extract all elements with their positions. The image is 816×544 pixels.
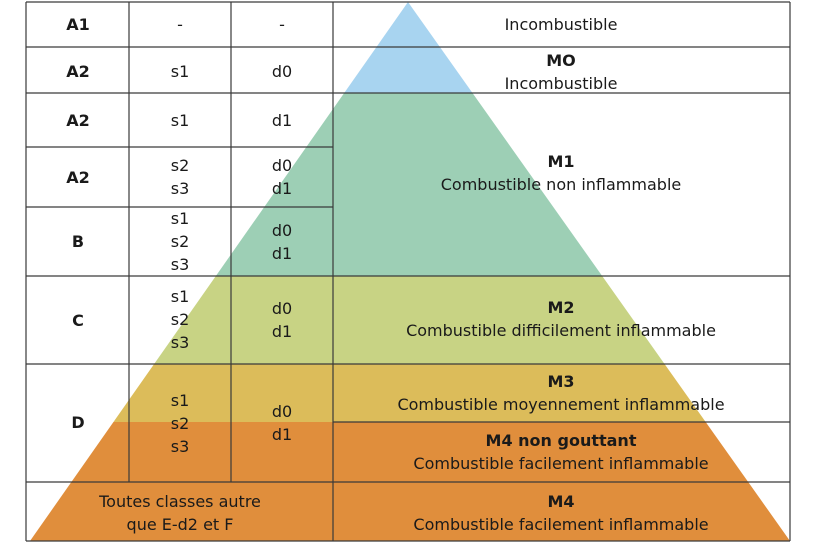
smoke-value: s1 — [171, 287, 190, 306]
smoke-value: s1 — [171, 111, 190, 130]
euro-class-label: A1 — [66, 15, 90, 34]
french-class-code: M4 non gouttant — [486, 431, 637, 450]
french-class-desc: Incombustible — [505, 74, 618, 93]
bottom-left-line: Toutes classes autre — [98, 492, 261, 511]
euro-class-label: B — [72, 232, 84, 251]
euro-class-label: A2 — [66, 168, 90, 187]
grid-lines — [25, 1, 791, 542]
french-class-desc: Combustible facilement inflammable — [413, 454, 708, 473]
drops-value: d0 — [272, 402, 292, 421]
euro-class-label: A2 — [66, 62, 90, 81]
smoke-value: s3 — [171, 179, 190, 198]
drops-value: d0 — [272, 299, 292, 318]
french-class-desc: Combustible moyennement inflammable — [397, 395, 724, 414]
french-class-code: M2 — [547, 298, 574, 317]
french-class-desc: Combustible difficilement inflammable — [406, 321, 716, 340]
smoke-value: s2 — [171, 414, 190, 433]
drops-value: d0 — [272, 62, 292, 81]
french-class-code: M1 — [547, 152, 574, 171]
smoke-value: s3 — [171, 255, 190, 274]
euro-class-label: A2 — [66, 111, 90, 130]
french-class-desc: Combustible facilement inflammable — [413, 515, 708, 534]
french-class-code: M4 — [547, 492, 574, 511]
french-class-table: Incombustible MO Incombustible M1 Combus… — [397, 15, 724, 534]
smoke-value: s2 — [171, 156, 190, 175]
drops-value: d1 — [272, 111, 292, 130]
band-m2 — [30, 276, 790, 364]
smoke-value: s3 — [171, 437, 190, 456]
drops-value: d1 — [272, 244, 292, 263]
euro-class-label: D — [71, 413, 84, 432]
drops-value: d0 — [272, 156, 292, 175]
smoke-value: s2 — [171, 232, 190, 251]
smoke-value: s3 — [171, 333, 190, 352]
french-class-code: MO — [546, 51, 576, 70]
drops-value: - — [279, 15, 285, 34]
bottom-left-line: que E-d2 et F — [127, 515, 234, 534]
smoke-value: s1 — [171, 209, 190, 228]
smoke-value: s2 — [171, 310, 190, 329]
french-class-code: M3 — [547, 372, 574, 391]
smoke-value: s1 — [171, 62, 190, 81]
drops-value: d1 — [272, 425, 292, 444]
drops-value: d1 — [272, 179, 292, 198]
band-m1 — [30, 93, 790, 276]
euro-class-table: A1 - - A2 s1 d0 A2 s1 d1 A2 s2 s3 d0 d1 … — [66, 15, 292, 534]
band-m3 — [30, 364, 790, 422]
smoke-value: - — [177, 15, 183, 34]
smoke-value: s1 — [171, 391, 190, 410]
euro-class-label: C — [72, 311, 84, 330]
drops-value: d1 — [272, 322, 292, 341]
french-class-desc: Incombustible — [505, 15, 618, 34]
french-class-desc: Combustible non inflammable — [441, 175, 681, 194]
drops-value: d0 — [272, 221, 292, 240]
